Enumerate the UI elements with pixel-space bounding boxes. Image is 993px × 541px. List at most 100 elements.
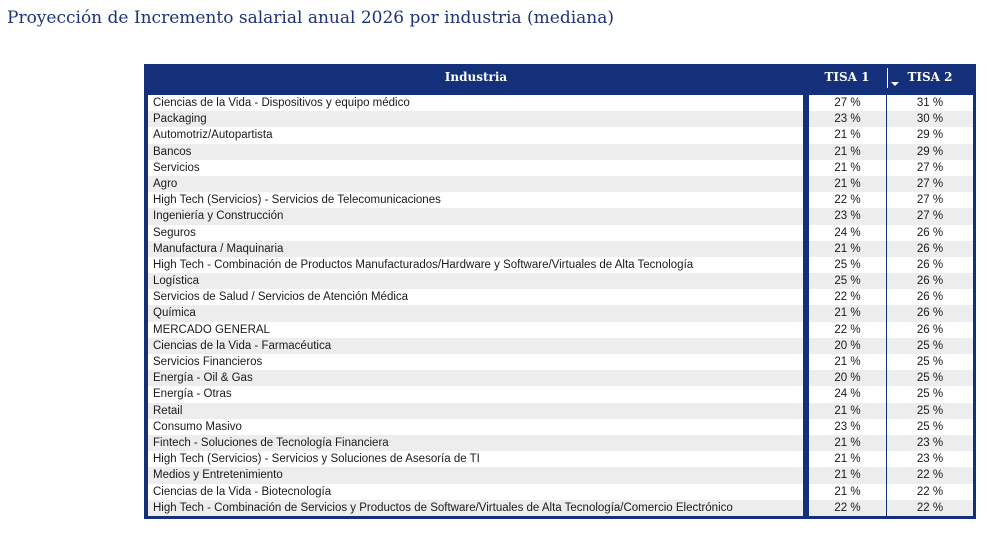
table-row: Ciencias de la Vida - Farmacéutica 20 % 25… [148,337,973,354]
column-divider [803,467,809,484]
cell-tisa1: 21 % [809,143,887,160]
column-divider [803,111,809,128]
table-row: Servicios 21 % 27 % [148,159,973,176]
cell-tisa2: 26 % [887,305,973,322]
cell-tisa2: 27 % [916,161,944,174]
column-divider [803,337,809,354]
column-divider [803,386,809,403]
table-row: High Tech (Servicios) - Servicios y Solu… [148,451,973,468]
cell-industria: Medios y Entretenimiento [148,467,803,484]
table-row: Seguros 24 % 26 % [148,224,973,241]
cell-tisa2: 23 % [887,434,973,452]
cell-tisa2: 26 % [916,258,944,271]
cell-industria: Automotriz/Autopartista [153,129,273,142]
table-row: Consumo Masivo 23 % 25 % [148,418,973,435]
cell-tisa1: 22 % [809,321,887,338]
table-row: Fintech - Soluciones de Tecnología Finan… [148,434,973,452]
cell-tisa1: 21 % [809,159,887,176]
cell-industria: Ingeniería y Construcción [148,208,803,225]
table-row: Servicios Financieros 21 % 25 % [148,354,973,371]
sort-descending-icon[interactable] [891,82,899,86]
column-divider [803,434,809,452]
cell-tisa1: 24 % [809,386,887,403]
cell-tisa1: 22 % [809,289,887,306]
cell-tisa1: 20 % [809,337,887,354]
cell-tisa1: 20 % [809,370,887,387]
cell-tisa1: 25 % [809,256,887,274]
table-row: Energía - Otras 24 % 25 % [148,386,973,403]
cell-industria: Bancos [148,143,803,160]
cell-tisa2: 29 % [916,129,944,142]
cell-industria: Packaging [148,111,803,128]
table-row: Packaging 23 % 30 % [148,111,973,128]
cell-industria: Fintech - Soluciones de Tecnología Finan… [148,434,803,452]
cell-industria: Ciencias de la Vida - Dispositivos y equ… [153,97,410,109]
column-divider [803,370,809,387]
cell-tisa2: 25 % [887,370,973,387]
cell-industria: High Tech - Combinación de Servicios y P… [148,499,803,516]
column-divider [803,143,809,160]
cell-tisa2: 25 % [916,356,944,368]
cell-industria: Servicios de Salud / Servicios de Atenci… [153,291,409,304]
cell-industria: High Tech (Servicios) - Servicios y Solu… [153,453,480,466]
cell-tisa2: 25 % [916,420,944,433]
cell-tisa1: 21 % [809,240,887,257]
column-divider [803,127,809,144]
sort-separator [887,68,888,88]
cell-industria: High Tech - Combinación de Productos Man… [153,258,694,271]
table-row: Servicios de Salud / Servicios de Atenci… [148,289,973,306]
cell-tisa2: 25 % [887,402,973,419]
table-row: Energía - Oil & Gas 20 % 25 % [148,370,973,387]
cell-tisa2: 22 % [887,467,973,484]
cell-industria: Ciencias de la Vida - Biotecnología [153,485,332,498]
cell-tisa2: 27 % [887,175,973,193]
cell-tisa2: 23 % [916,453,944,466]
column-divider [803,418,809,435]
table-row: MERCADO GENERAL 22 % 26 % [148,321,973,338]
column-divider [803,95,809,112]
column-header-tisa1[interactable]: TISA 1 [824,70,870,84]
cell-tisa2: 31 % [916,97,944,109]
cell-tisa2: 27 % [916,194,944,207]
cell-tisa2: 26 % [916,291,944,304]
column-header-industria[interactable]: Industria [444,70,508,84]
column-divider [803,289,809,306]
column-header-tisa2[interactable]: TISA 2 [907,70,953,84]
cell-tisa2: 22 % [887,499,973,516]
column-divider [803,321,809,338]
cell-industria: MERCADO GENERAL [153,323,270,336]
column-divider [803,159,809,176]
cell-industria: Energía - Oil & Gas [148,370,803,387]
cell-tisa1: 21 % [809,127,887,144]
cell-industria: Seguros [153,226,196,239]
cell-tisa2: 30 % [887,111,973,128]
table-rows: Ciencias de la Vida - Dispositivos y equ… [148,95,973,516]
column-divider [803,451,809,468]
cell-industria: High Tech (Servicios) - Servicios de Tel… [153,194,441,207]
column-divider [803,208,809,225]
table-row: High Tech (Servicios) - Servicios de Tel… [148,192,973,209]
cell-tisa1: 22 % [809,192,887,209]
page-title: Proyección de Incremento salarial anual … [7,8,615,28]
cell-tisa2: 29 % [887,143,973,160]
column-divider [803,354,809,371]
cell-tisa1: 21 % [809,305,887,322]
cell-tisa1: 21 % [809,175,887,193]
column-divider [803,499,809,516]
column-divider [803,256,809,274]
column-divider [803,192,809,209]
table-row: Automotriz/Autopartista 21 % 29 % [148,127,973,144]
table-row: Medios y Entretenimiento 21 % 22 % [148,467,973,484]
cell-tisa1: 23 % [809,418,887,435]
table-row: Ingeniería y Construcción 23 % 27 % [148,208,973,225]
cell-tisa2: 25 % [887,337,973,354]
cell-industria: Energía - Otras [153,388,232,401]
cell-tisa1: 21 % [809,483,887,500]
cell-tisa1: 21 % [809,451,887,468]
table-row: Ciencias de la Vida - Dispositivos y equ… [148,95,973,112]
column-divider [803,224,809,241]
cell-industria: Manufactura / Maquinaria [148,240,803,257]
table-row: Retail 21 % 25 % [148,402,973,419]
cell-tisa2: 25 % [916,388,944,401]
column-divider [803,483,809,500]
